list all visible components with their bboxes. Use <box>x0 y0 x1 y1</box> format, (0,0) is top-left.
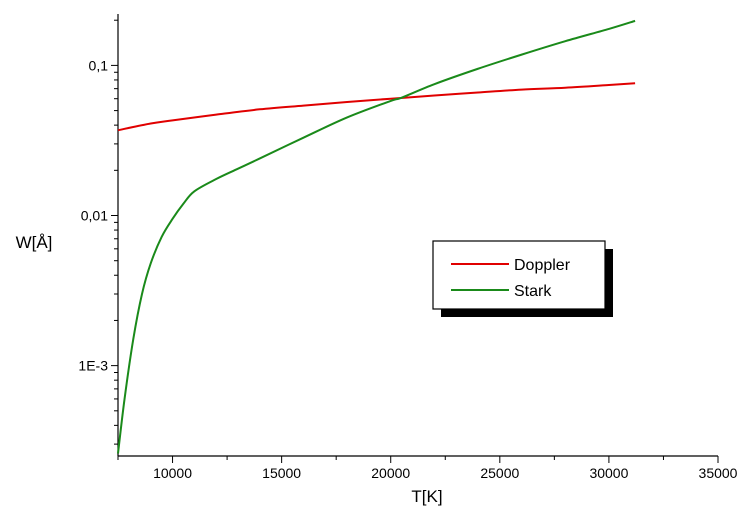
x-tick-label: 35000 <box>699 465 738 481</box>
legend-label-doppler: Doppler <box>514 257 571 274</box>
series-line-stark <box>117 19 636 454</box>
legend: Doppler Stark <box>432 240 613 317</box>
x-tick-label: 30000 <box>589 465 628 481</box>
y-tick-label: 0,1 <box>89 57 109 73</box>
series-layer <box>117 19 636 454</box>
x-tick-label: 15000 <box>262 465 301 481</box>
y-tick-label: 1E-3 <box>78 358 108 374</box>
x-tick-label: 25000 <box>480 465 519 481</box>
y-tick-label: 0,01 <box>81 208 108 224</box>
x-axis-title: T[K] <box>411 487 442 506</box>
y-axis-title: W[Å] <box>16 233 53 252</box>
x-tick-label: 20000 <box>371 465 410 481</box>
legend-box <box>432 240 606 310</box>
legend-label-stark: Stark <box>514 283 552 300</box>
series-line-doppler <box>117 82 636 132</box>
axes: 10000 15000 20000 25000 30000 35000 1E-3 0,01 0,… <box>78 14 738 481</box>
x-tick-label: 10000 <box>153 465 192 481</box>
